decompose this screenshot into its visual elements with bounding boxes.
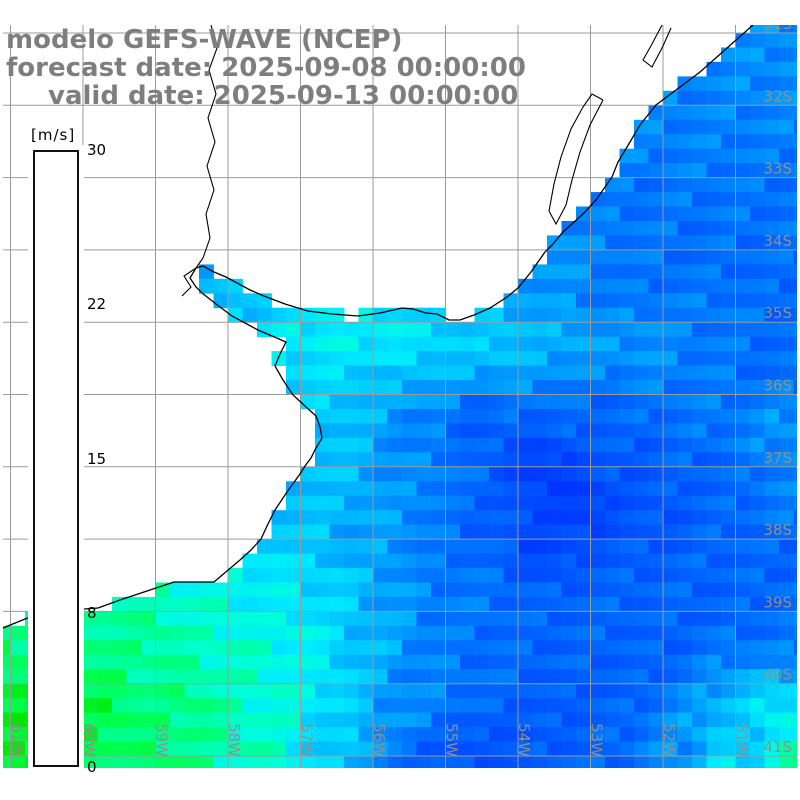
lon-label: 56W (370, 723, 388, 757)
graticule (3, 25, 797, 768)
lon-label: 57W (298, 723, 316, 757)
lon-label: 51W (733, 723, 751, 757)
lat-label: 33S (763, 160, 792, 178)
lon-label: 53W (588, 723, 606, 757)
lat-label: 35S (763, 304, 792, 322)
lon-label: 59W (153, 723, 171, 757)
lat-label: 39S (763, 593, 792, 611)
lon-label: 58W (225, 723, 243, 757)
valid-date-line: valid date: 2025-09-13 00:00:00 (48, 81, 519, 111)
lat-label: 34S (763, 232, 792, 250)
lon-label: 60W (80, 723, 98, 757)
lon-label: 55W (443, 723, 461, 757)
lat-label: 31S (763, 15, 792, 33)
lat-label: 36S (763, 377, 792, 395)
forecast-date-line: forecast date: 2025-09-08 00:00:00 (6, 53, 526, 83)
lat-label: 41S (763, 738, 792, 756)
colorbar-tick-30: 30 (87, 141, 107, 159)
lat-label: 37S (763, 449, 792, 467)
lon-label: 52W (660, 723, 678, 757)
lagoon-outline (548, 93, 604, 226)
model-name-title: modelo GEFS-WAVE (NCEP) (6, 25, 403, 55)
river-line (195, 25, 218, 269)
colorbar-gradient (33, 150, 79, 767)
colorbar-backing (28, 145, 84, 772)
colorbar-tick-15: 15 (87, 450, 107, 468)
colorbar-tick-0: 0 (87, 758, 97, 776)
graticule-labels: 31S 32S 33S 34S 35S 36S 37S 38S 39S 40S 41S 61W 60W 5… (8, 15, 793, 757)
lat-label: 38S (763, 521, 792, 539)
lagoon-outline (642, 25, 672, 68)
lat-label: 32S (763, 87, 792, 105)
colorbar-tick-22: 22 (87, 295, 107, 313)
lon-label: 61W (8, 723, 26, 757)
speed-cells (3, 25, 797, 768)
colorbar-unit-label: [m/s] (31, 126, 76, 144)
river-line (181, 267, 197, 297)
colorbar-tick-8: 8 (87, 604, 97, 622)
lon-label: 54W (515, 723, 533, 757)
map-layers: 31S 32S 33S 34S 35S 36S 37S 38S 39S 40S 41S 61W 60W 5… (3, 15, 797, 768)
lat-label: 40S (763, 666, 792, 684)
plot-title-block: modelo GEFS-WAVE (NCEP) forecast date: 2… (6, 26, 526, 110)
coastline (3, 25, 754, 629)
